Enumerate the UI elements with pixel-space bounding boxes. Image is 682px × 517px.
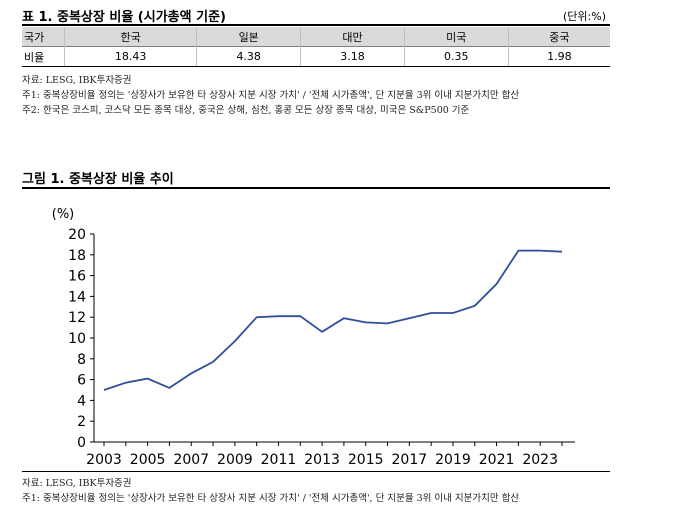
table-row-label: 비율 [22, 46, 65, 67]
chart-note: 주1: 중복상장비율 정의는 '상장사가 보유한 타 상장사 지분 시장 가치'… [22, 493, 520, 504]
table-row: 비율 18.43 4.38 3.18 0.35 1.98 [22, 46, 610, 67]
y-axis-label: (%) [52, 207, 75, 222]
table-source: 자료: LESG, IBK투자증권 [22, 75, 132, 86]
table-header-cell: 한국 [63, 27, 197, 47]
table-note-2: 주2: 한국은 코스피, 코스닥 모든 종목 대상, 중국은 상해, 심천, 홍… [22, 105, 470, 116]
line-chart: (%) 0 2 4 6 8 10 12 14 16 18 20 2003 2005 2007 2009 20… [52, 207, 575, 468]
table-unit: (단위:%) [563, 10, 606, 23]
table-title: 표 1. 중복상장 비율 (시가총액 기준) [22, 10, 226, 25]
x-tick-label: 2021 [479, 452, 515, 468]
x-tick-label: 2009 [217, 452, 253, 468]
chart-top-rule [22, 187, 610, 189]
table-header-row: 국가 한국 일본 대만 미국 중국 [22, 27, 610, 47]
table-cell: 3.18 [300, 46, 405, 67]
x-tick-label: 2019 [435, 452, 471, 468]
x-tick-label: 2023 [522, 452, 558, 468]
y-tick-label: 10 [68, 331, 86, 347]
y-tick-label: 18 [68, 248, 86, 264]
chart-title: 그림 1. 중복상장 비율 추이 [22, 172, 174, 187]
y-tick-label: 4 [77, 393, 86, 409]
y-tick-label: 6 [77, 373, 86, 389]
y-tick-label: 14 [68, 289, 86, 305]
table-cell: 1.98 [507, 46, 610, 67]
x-tick-label: 2017 [392, 452, 428, 468]
y-tick-label: 12 [68, 310, 86, 326]
y-tick-label: 8 [77, 352, 86, 368]
chart-source: 자료: LESG, IBK투자증권 [22, 478, 132, 489]
x-tick-label: 2007 [173, 452, 209, 468]
x-tick-label: 2013 [304, 452, 340, 468]
y-tick-label: 20 [68, 227, 86, 243]
table-cell: 18.43 [63, 46, 197, 67]
table-header-cell: 중국 [507, 27, 610, 47]
y-tick-label: 2 [77, 414, 86, 430]
table-header-cell: 일본 [196, 27, 301, 47]
series-line [103, 249, 563, 391]
ratio-table: 국가 한국 일본 대만 미국 중국 비율 18.43 4.38 3.18 0.3… [22, 27, 610, 67]
table-cell: 4.38 [196, 46, 301, 67]
x-tick-label: 2005 [130, 452, 166, 468]
table-header-cell: 국가 [22, 27, 65, 47]
table-cell: 0.35 [403, 46, 509, 67]
table-header-cell: 미국 [403, 27, 509, 47]
y-tick-label: 0 [77, 435, 86, 451]
table-note-1: 주1: 중복상장비율 정의는 '상장사가 보유한 타 상장사 지분 시장 가치'… [22, 90, 520, 101]
table-header-cell: 대만 [300, 27, 405, 47]
x-tick-label: 2015 [348, 452, 384, 468]
table-top-rule [22, 24, 610, 26]
x-tick-label: 2011 [261, 452, 297, 468]
chart-bottom-rule [22, 471, 610, 472]
x-tick-label: 2003 [86, 452, 122, 468]
y-tick-label: 16 [68, 269, 86, 285]
